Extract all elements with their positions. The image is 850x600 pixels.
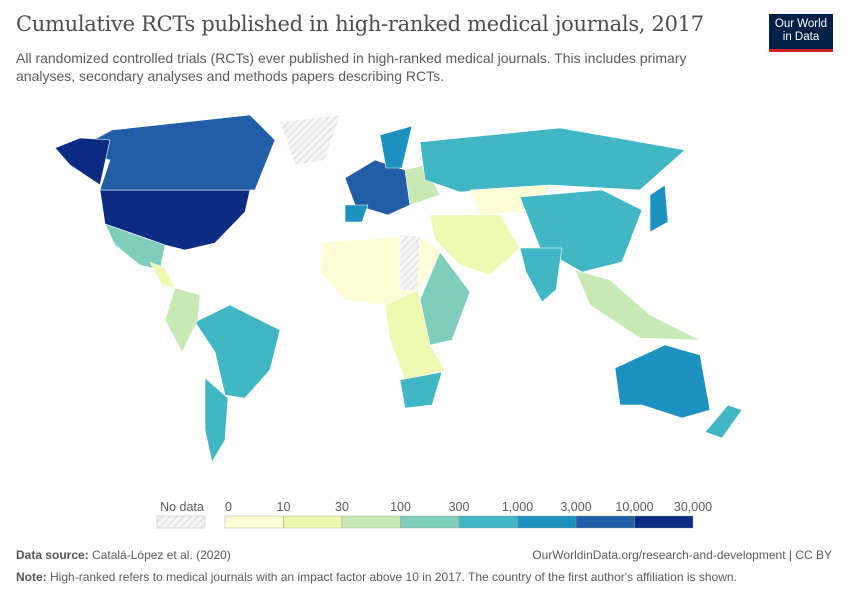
legend-bin[interactable] — [575, 515, 635, 529]
country-southern-central-africa[interactable] — [384, 289, 446, 381]
country-spain[interactable] — [344, 204, 369, 223]
legend-tick-label: 0 — [225, 500, 232, 514]
note-label: Note: — [16, 570, 47, 584]
legend-tick-label: 1,000 — [502, 500, 533, 514]
country-andean-countries[interactable] — [164, 287, 201, 353]
country-australia[interactable] — [614, 344, 711, 419]
country-scandinavia[interactable] — [379, 125, 413, 169]
country-argentina[interactable] — [204, 377, 229, 463]
country-middle-east[interactable] — [429, 214, 521, 276]
note: Note: High-ranked refers to medical jour… — [16, 570, 737, 584]
source-url[interactable]: OurWorldinData.org/research-and-developm… — [532, 548, 832, 562]
country-east-africa[interactable] — [419, 251, 471, 346]
legend-tick-label: 100 — [390, 500, 411, 514]
country-greenland[interactable] — [279, 114, 341, 166]
legend-tick-label: 300 — [449, 500, 470, 514]
note-text: High-ranked refers to medical journals w… — [50, 570, 737, 584]
legend-no-data-label: No data — [160, 500, 204, 514]
legend-tick-label: 10,000 — [615, 500, 653, 514]
legend-bin[interactable] — [634, 515, 694, 529]
legend-tick-label: 30 — [335, 500, 349, 514]
legend-bin[interactable] — [341, 515, 401, 529]
country-new-zealand[interactable] — [704, 404, 743, 439]
legend: No data 0 10 30 100 300 1,000 3,000 10,000 30,00… — [156, 500, 712, 529]
chart-subtitle: All randomized controlled trials (RCTs) … — [16, 50, 687, 84]
legend-tick-label: 10 — [277, 500, 291, 514]
owid-logo[interactable]: Our World in Data — [769, 14, 833, 52]
legend-bin[interactable] — [517, 515, 577, 529]
data-source: Data source: Catalá-López et al. (2020) — [16, 548, 231, 562]
legend-tick-label: 30,000 — [674, 500, 712, 514]
source-label: Data source: — [16, 548, 89, 562]
legend-no-data-swatch — [156, 515, 206, 529]
logo-text: Our World in Data — [774, 18, 828, 43]
country-mexico[interactable] — [104, 223, 166, 271]
legend-bin[interactable] — [458, 515, 518, 529]
source-text[interactable]: Catalá-López et al. (2020) — [92, 548, 231, 562]
legend-tick-label: 3,000 — [560, 500, 591, 514]
country-central-america[interactable] — [149, 261, 176, 289]
legend-bin[interactable] — [283, 515, 343, 529]
legend-bin[interactable] — [224, 515, 284, 529]
country-brazil[interactable] — [194, 304, 281, 399]
country-western-sahara-sudan[interactable] — [399, 234, 421, 291]
country-eastern-europe[interactable] — [404, 164, 441, 206]
country-japan[interactable] — [649, 184, 669, 233]
country-alaska[interactable] — [54, 137, 111, 186]
country-india[interactable] — [519, 247, 563, 303]
country-southeast-asia[interactable] — [574, 269, 701, 341]
legend-bin[interactable] — [400, 515, 460, 529]
country-russia[interactable] — [419, 127, 686, 193]
country-south-africa[interactable] — [399, 371, 443, 409]
country-canada[interactable] — [74, 114, 276, 191]
chart-title: Cumulative RCTs published in high-ranked… — [16, 12, 704, 36]
